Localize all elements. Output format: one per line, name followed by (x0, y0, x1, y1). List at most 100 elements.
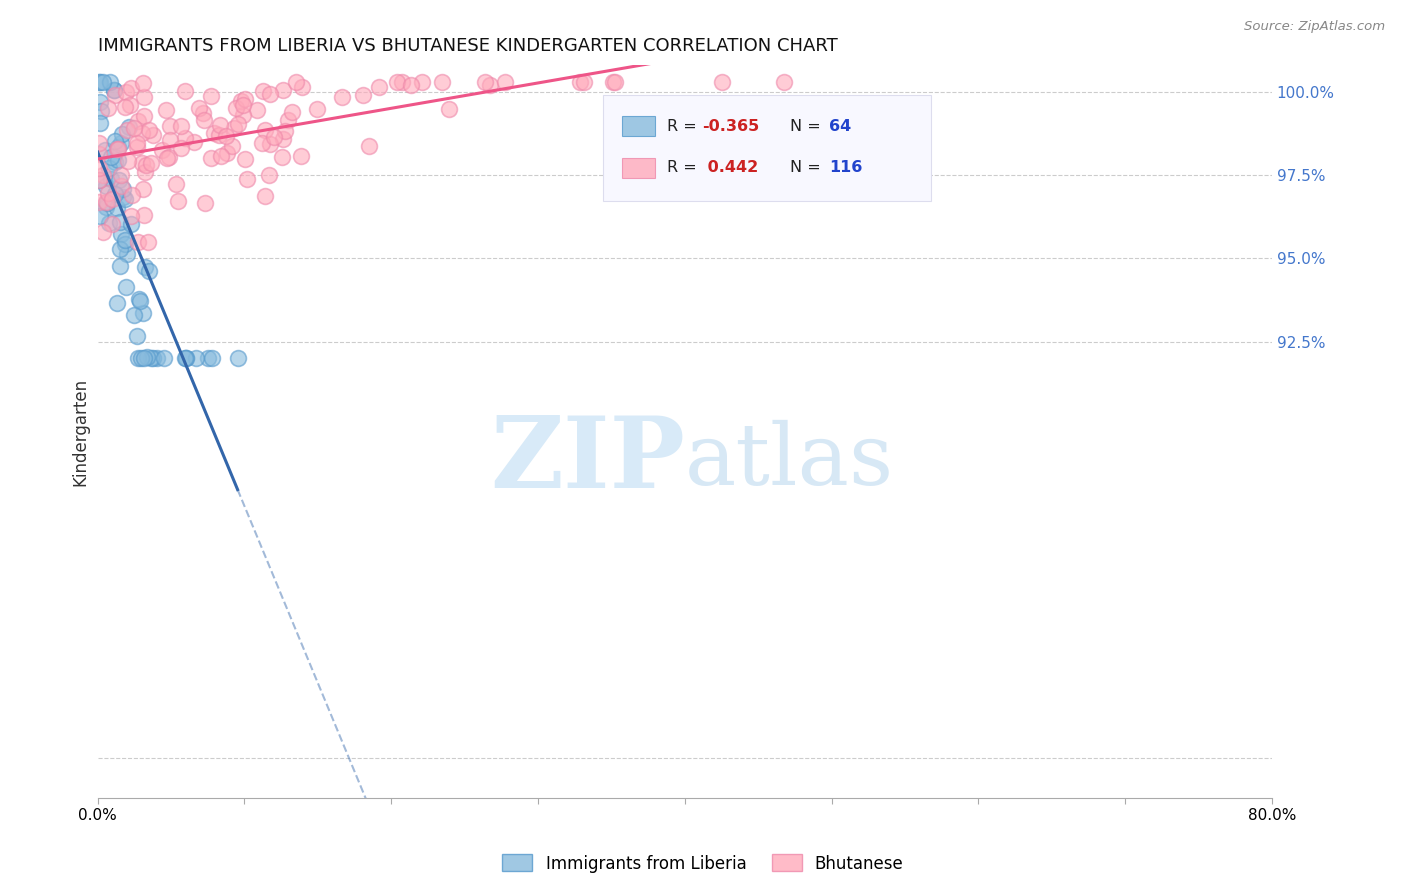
Text: -0.365: -0.365 (703, 119, 759, 134)
Point (170, 119, 193, 133)
Point (89, 116, 111, 130)
Point (96, 200, 118, 214)
Point (253, 189, 276, 203)
Point (132, 90, 155, 104)
Text: atlas: atlas (685, 419, 894, 502)
Point (156, 151, 179, 165)
Text: IMMIGRANTS FROM LIBERIA VS BHUTANESE KINDERGARTEN CORRELATION CHART: IMMIGRANTS FROM LIBERIA VS BHUTANESE KIN… (97, 37, 838, 55)
Point (191, 105, 214, 120)
Point (127, 114, 149, 128)
Point (87, 146, 110, 161)
Point (89, 95, 111, 110)
Text: R =: R = (666, 161, 702, 176)
Point (183, 135, 205, 149)
Point (772, 75, 794, 89)
Point (98, 216, 121, 230)
Point (87, 172, 110, 186)
Point (141, 351, 163, 366)
Point (127, 235, 149, 249)
Point (105, 142, 128, 156)
Legend: Immigrants from Liberia, Bhutanese: Immigrants from Liberia, Bhutanese (496, 847, 910, 880)
Point (159, 133, 181, 147)
Point (128, 293, 150, 308)
Point (100, 217, 122, 231)
Point (225, 102, 247, 116)
Point (91, 225, 114, 239)
Point (259, 137, 281, 152)
Point (572, 75, 595, 89)
Point (87, 161, 110, 175)
Point (174, 351, 197, 366)
Point (114, 237, 136, 252)
Point (110, 179, 132, 194)
Point (124, 120, 146, 135)
Point (90, 104, 112, 119)
Point (277, 113, 299, 128)
Point (89, 75, 111, 89)
Point (110, 136, 132, 150)
Point (280, 105, 302, 120)
Point (108, 259, 131, 273)
Point (142, 351, 165, 366)
Point (167, 194, 190, 208)
Point (97, 186, 120, 200)
Point (155, 103, 177, 117)
Point (115, 279, 138, 293)
Point (246, 103, 269, 117)
Point (253, 123, 276, 137)
Point (134, 208, 156, 222)
Point (271, 82, 294, 96)
Y-axis label: Kindergarten: Kindergarten (72, 377, 89, 485)
Point (124, 308, 146, 322)
Point (112, 190, 135, 204)
Point (131, 156, 153, 170)
Point (103, 187, 125, 202)
Text: 0.442: 0.442 (703, 161, 759, 176)
Point (217, 146, 239, 161)
Point (103, 83, 125, 97)
Point (142, 128, 165, 143)
Point (250, 136, 273, 150)
Point (208, 128, 231, 142)
Point (202, 126, 225, 140)
Point (305, 102, 328, 116)
Point (187, 102, 209, 116)
Point (135, 158, 157, 172)
Point (285, 75, 308, 89)
Point (353, 88, 375, 103)
Point (150, 143, 173, 157)
Point (117, 154, 139, 169)
Point (291, 80, 314, 95)
Point (115, 247, 138, 261)
Point (121, 188, 143, 202)
Point (134, 110, 156, 124)
Point (118, 120, 141, 134)
Point (87, 75, 110, 89)
Point (232, 108, 254, 122)
Point (101, 192, 124, 206)
Point (87, 136, 110, 150)
Point (127, 136, 149, 150)
Point (153, 351, 176, 366)
Point (194, 196, 217, 211)
Text: ZIP: ZIP (489, 412, 685, 509)
Point (89, 173, 111, 187)
Point (479, 78, 502, 92)
Point (174, 351, 197, 366)
Point (115, 85, 138, 99)
Point (111, 127, 134, 141)
Point (159, 119, 181, 133)
Point (252, 84, 274, 98)
Point (228, 117, 250, 131)
Point (136, 235, 159, 249)
Point (127, 351, 149, 366)
Point (115, 122, 138, 136)
Point (107, 142, 129, 156)
Point (290, 149, 312, 163)
Point (98, 75, 121, 89)
Point (107, 140, 129, 154)
Point (368, 79, 391, 94)
Point (357, 138, 380, 153)
Point (98, 161, 121, 176)
Point (226, 351, 249, 366)
